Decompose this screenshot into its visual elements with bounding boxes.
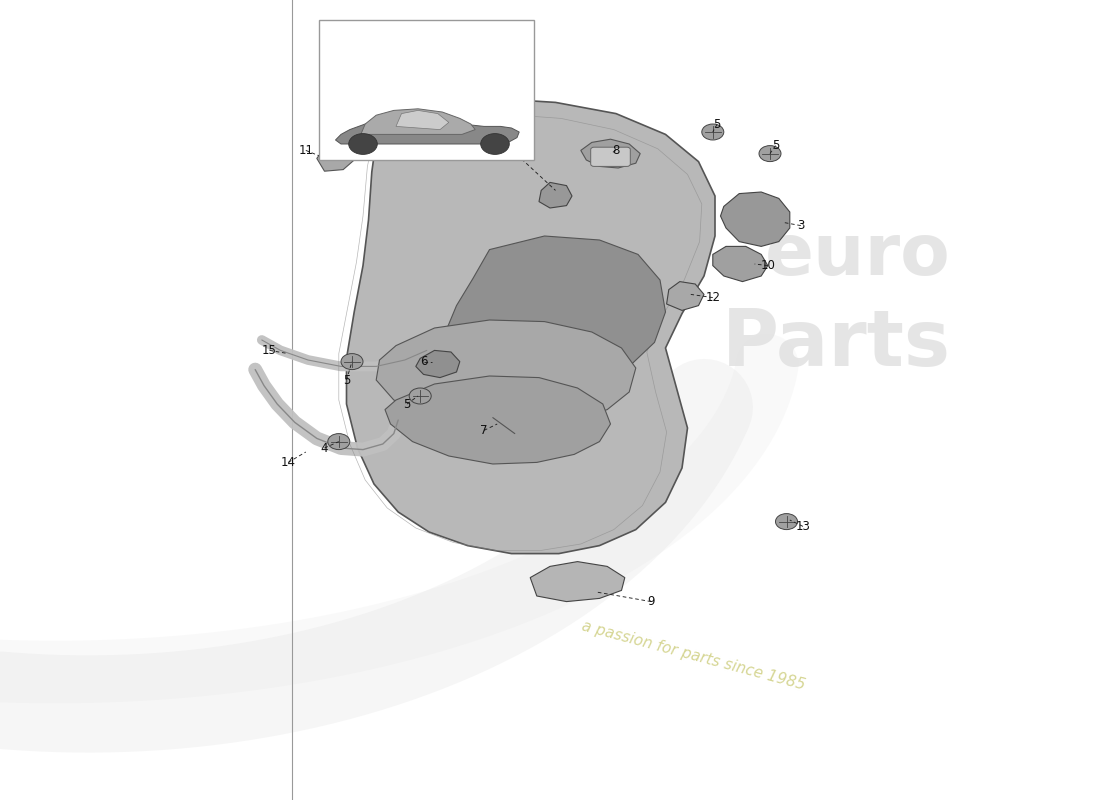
Text: 10: 10 (760, 259, 775, 272)
Text: 15: 15 (262, 344, 277, 357)
Text: 12: 12 (705, 291, 720, 304)
Circle shape (702, 124, 724, 140)
Polygon shape (720, 192, 790, 246)
FancyBboxPatch shape (319, 20, 534, 160)
Circle shape (776, 514, 798, 530)
Text: euro: euro (766, 222, 950, 290)
Text: 2: 2 (472, 110, 478, 122)
Text: 1: 1 (475, 96, 482, 109)
Text: 9: 9 (648, 595, 654, 608)
Circle shape (349, 134, 377, 154)
Circle shape (328, 434, 350, 450)
Text: 1: 1 (481, 88, 487, 101)
Polygon shape (713, 246, 768, 282)
Text: 8: 8 (613, 144, 619, 157)
Text: 5: 5 (772, 139, 779, 152)
Text: 5: 5 (404, 398, 410, 410)
Text: 7: 7 (481, 424, 487, 437)
Polygon shape (317, 144, 354, 171)
Polygon shape (530, 562, 625, 602)
Text: 5: 5 (343, 374, 350, 386)
Text: a passion for parts since 1985: a passion for parts since 1985 (580, 619, 806, 693)
Circle shape (409, 388, 431, 404)
Text: 6: 6 (420, 355, 427, 368)
Text: 11: 11 (298, 144, 314, 157)
Polygon shape (336, 118, 519, 144)
Circle shape (481, 134, 509, 154)
Polygon shape (539, 182, 572, 208)
Text: 3: 3 (798, 219, 804, 232)
Circle shape (341, 354, 363, 370)
Text: 14: 14 (280, 456, 296, 469)
Polygon shape (667, 282, 704, 310)
Polygon shape (581, 139, 640, 168)
Text: 5: 5 (714, 118, 720, 130)
Polygon shape (446, 236, 666, 390)
Text: 4: 4 (321, 442, 328, 454)
Polygon shape (416, 350, 460, 378)
Polygon shape (346, 98, 715, 554)
Polygon shape (376, 320, 636, 428)
Polygon shape (396, 110, 449, 130)
Circle shape (759, 146, 781, 162)
Polygon shape (361, 109, 475, 134)
Text: 13: 13 (795, 520, 811, 533)
Text: Parts: Parts (722, 306, 950, 382)
Polygon shape (385, 376, 611, 464)
FancyBboxPatch shape (591, 147, 630, 166)
